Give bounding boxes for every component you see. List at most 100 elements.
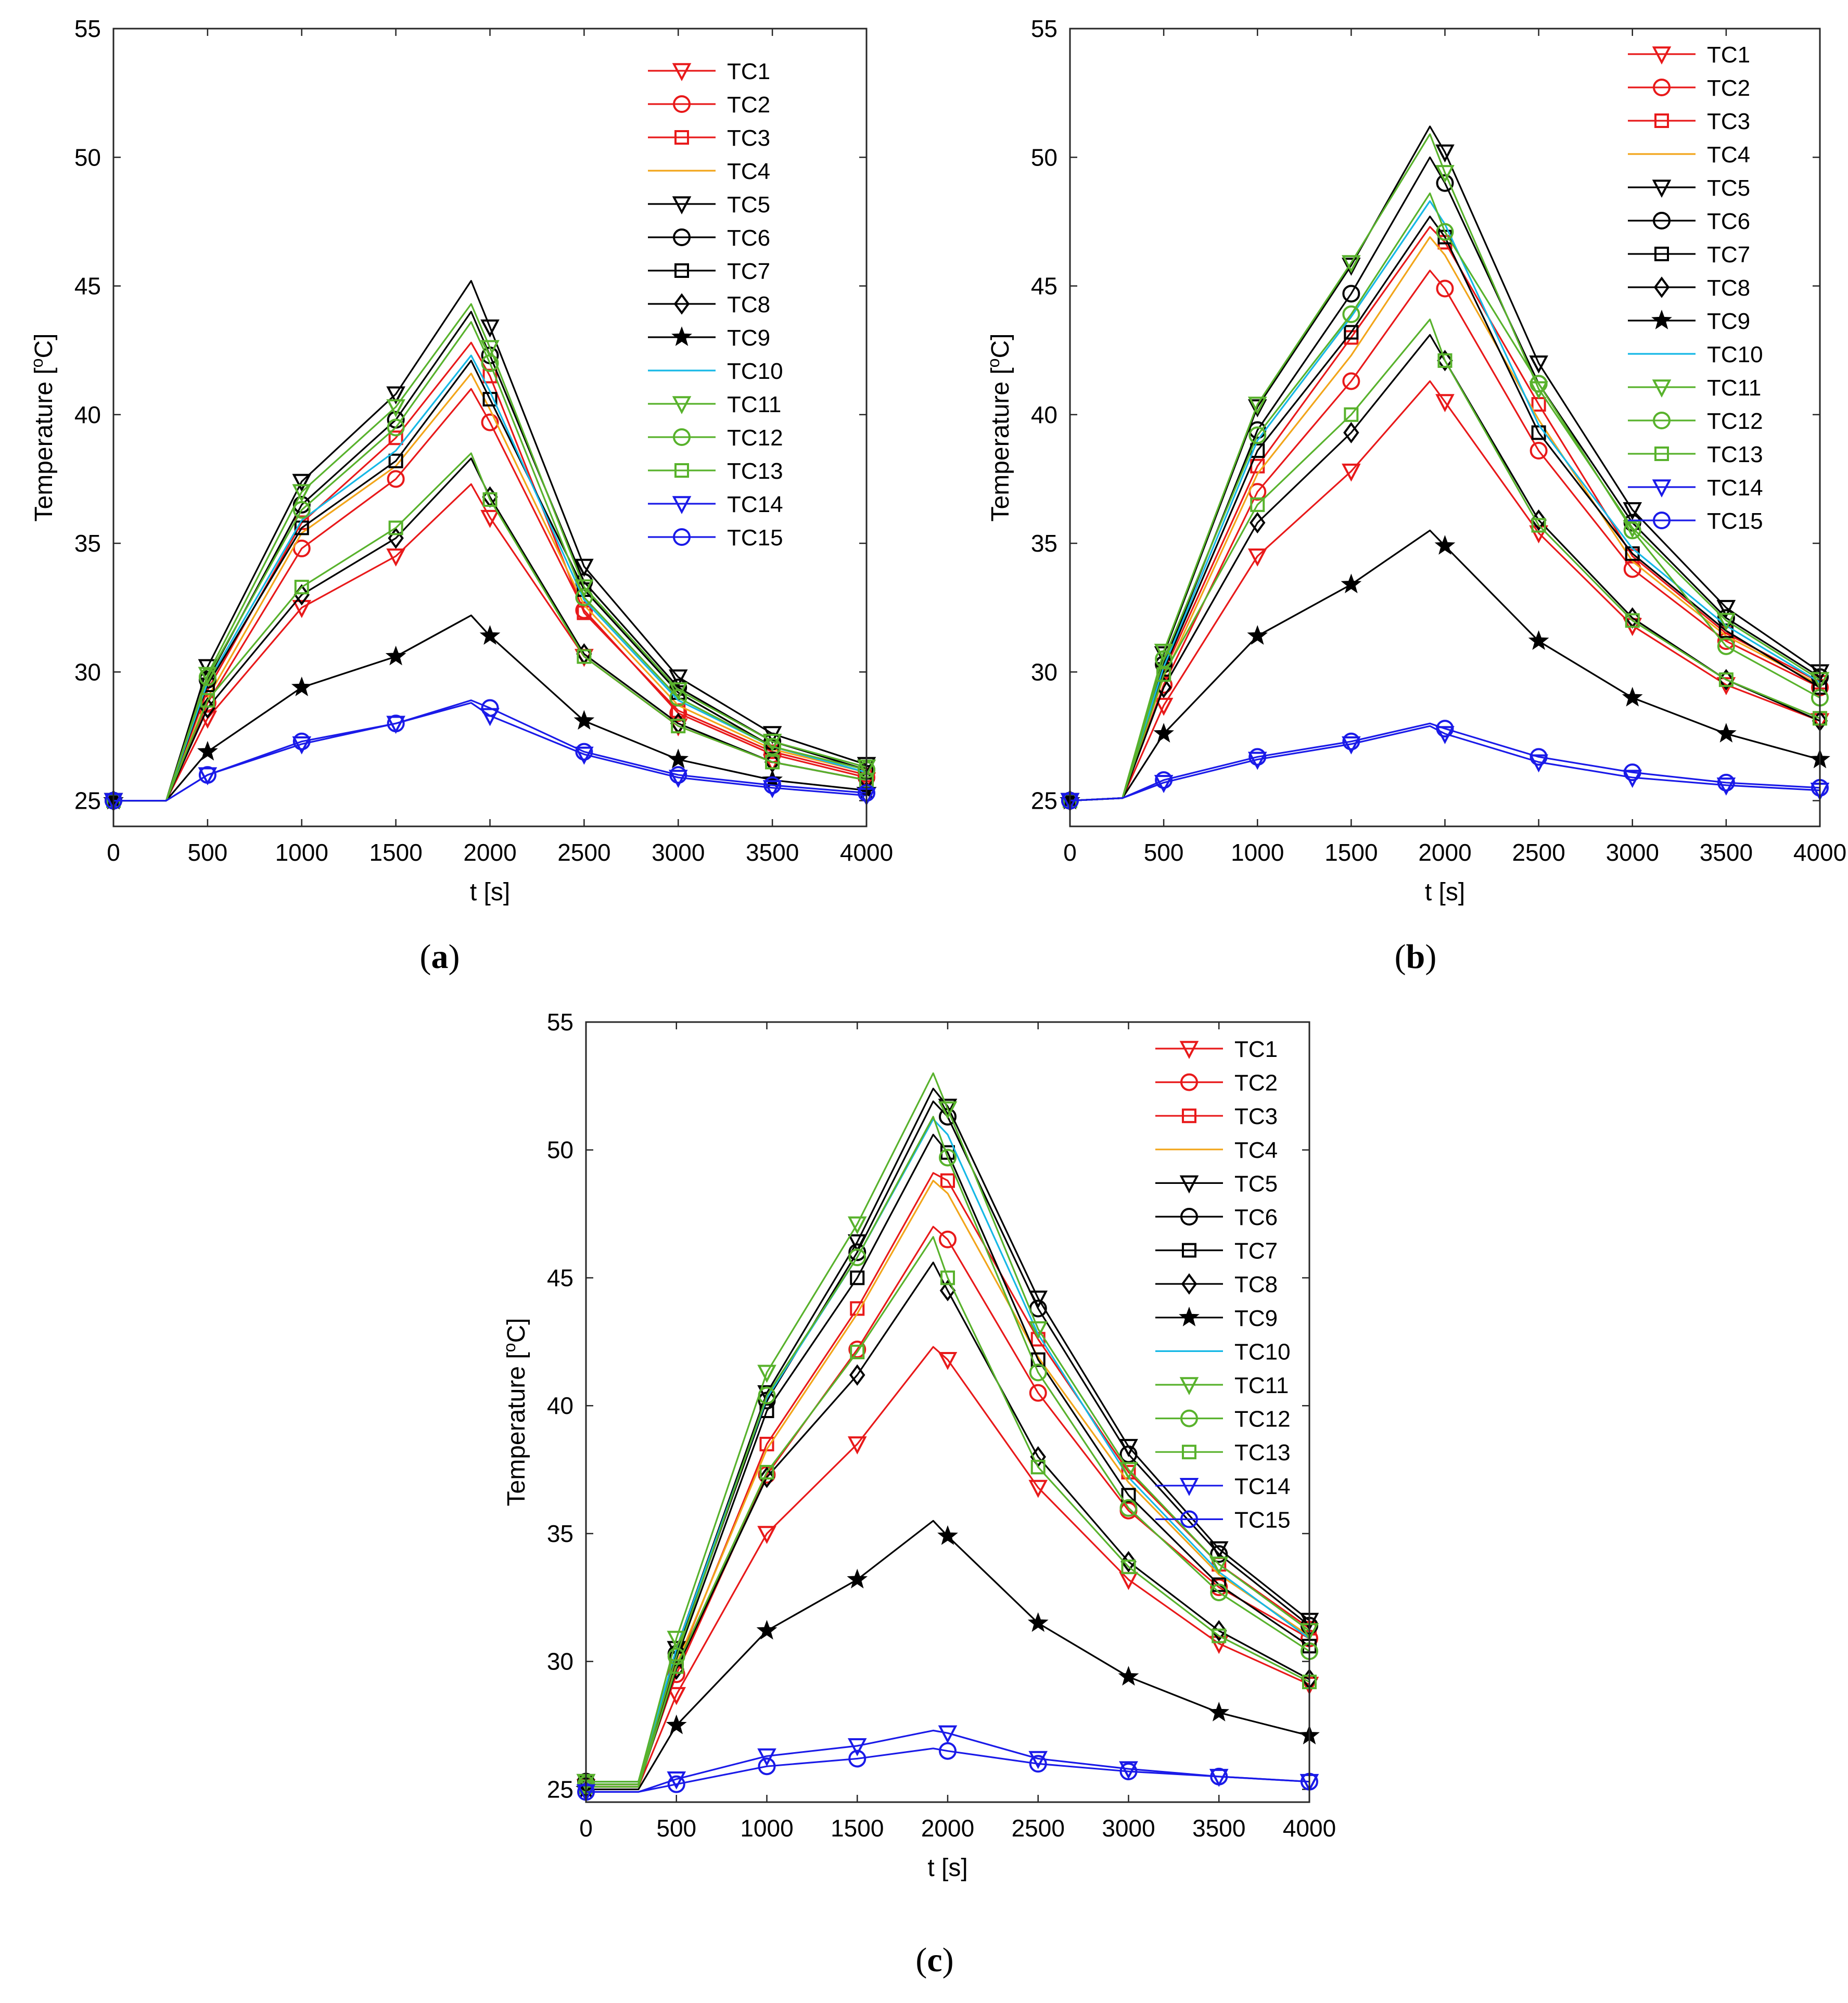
y-tick-label: 35 bbox=[74, 530, 101, 557]
chart-panel-b: 0 500 1000 1500 2000 2500 3000 3500 4000 25 30 35 40… bbox=[984, 15, 1846, 976]
data-point-tc12 bbox=[848, 1248, 866, 1267]
data-point-tc9 bbox=[573, 710, 595, 730]
data-point-tc1 bbox=[847, 1436, 867, 1455]
data-point-tc2 bbox=[387, 470, 405, 488]
data-point-tc7 bbox=[1121, 1488, 1136, 1503]
data-point-tc15 bbox=[669, 766, 687, 784]
chart-panel-a: 0 500 1000 1500 2000 2500 3000 3500 4000 25 30 35 40… bbox=[28, 15, 893, 976]
x-tick-label: 0 bbox=[579, 1815, 593, 1842]
data-point-tc2 bbox=[939, 1230, 957, 1248]
data-point-tc14 bbox=[847, 1738, 867, 1756]
series-line-tc12 bbox=[586, 1116, 1310, 1785]
legend-label-tc3: TC3 bbox=[1707, 109, 1750, 134]
legend-label-tc12: TC12 bbox=[1707, 409, 1763, 434]
data-point-tc1 bbox=[480, 509, 500, 528]
x-tick-label: 1500 bbox=[831, 1815, 884, 1842]
plot-frame bbox=[112, 28, 868, 827]
data-point-tc9 bbox=[756, 1619, 778, 1640]
data-point-tc15 bbox=[1623, 763, 1641, 782]
legend-marker-tc15 bbox=[1180, 1510, 1198, 1528]
data-point-tc15 bbox=[763, 776, 782, 794]
data-point-tc9 bbox=[1153, 723, 1174, 743]
data-point-tc13 bbox=[388, 520, 403, 535]
data-point-tc2 bbox=[292, 539, 311, 557]
legend-marker-tc9 bbox=[1651, 310, 1672, 329]
y-axis-label-text: Temperature [ bbox=[987, 367, 1014, 521]
data-point-tc9 bbox=[1341, 573, 1362, 594]
legend-label-tc15: TC15 bbox=[1234, 1507, 1291, 1533]
legend-label-tc11: TC11 bbox=[1707, 375, 1761, 401]
data-point-tc8 bbox=[1211, 1620, 1227, 1642]
data-point-tc12 bbox=[758, 1386, 776, 1405]
legend-label-tc15: TC15 bbox=[727, 525, 783, 551]
data-point-tc12 bbox=[1210, 1583, 1228, 1601]
legend-label-tc5: TC5 bbox=[1234, 1171, 1278, 1196]
y-axis-label-text: Temperature [ bbox=[503, 1352, 530, 1506]
series-line-tc13 bbox=[113, 452, 867, 802]
x-tick-label: 3500 bbox=[746, 839, 799, 866]
y-axis-label-unit: C] bbox=[987, 334, 1014, 359]
data-point-tc13 bbox=[940, 1270, 955, 1285]
data-point-tc5 bbox=[1342, 258, 1361, 276]
legend-marker-tc3 bbox=[674, 130, 689, 145]
x-tick-label: 4000 bbox=[1793, 839, 1846, 866]
data-point-tc5 bbox=[1623, 502, 1642, 520]
data-point-tc2 bbox=[1530, 442, 1548, 460]
data-point-tc9 bbox=[1027, 1612, 1049, 1632]
series-line-tc14 bbox=[586, 1729, 1310, 1793]
data-point-tc1 bbox=[667, 1687, 686, 1705]
legend-marker-tc3 bbox=[1654, 113, 1669, 128]
legend-label-tc4: TC4 bbox=[1234, 1138, 1278, 1163]
chart-panel-c: 0 500 1000 1500 2000 2500 3000 3500 4000 25 30 35 40… bbox=[500, 1009, 1336, 1979]
legend-label-tc14: TC14 bbox=[1234, 1474, 1291, 1499]
legend-label-tc2: TC2 bbox=[727, 92, 770, 118]
data-point-tc3 bbox=[940, 1173, 955, 1188]
data-point-tc11 bbox=[757, 1364, 776, 1383]
data-point-tc15 bbox=[387, 715, 405, 733]
panel-label-letter: c bbox=[927, 1941, 942, 1979]
series-line-tc3 bbox=[113, 341, 867, 802]
legend-marker-tc5 bbox=[1179, 1175, 1199, 1194]
data-point-tc9 bbox=[937, 1525, 958, 1545]
legend-label-tc10: TC10 bbox=[1234, 1339, 1291, 1364]
legend-label-tc3: TC3 bbox=[1234, 1104, 1278, 1129]
data-point-tc12 bbox=[763, 737, 782, 756]
data-point-tc12 bbox=[669, 688, 687, 707]
data-point-tc8 bbox=[1155, 677, 1172, 698]
data-point-tc12 bbox=[198, 668, 216, 686]
data-point-tc9 bbox=[666, 1714, 687, 1734]
legend-marker-tc2 bbox=[1653, 79, 1671, 96]
x-tick-label: 3000 bbox=[652, 839, 705, 866]
data-point-tc11 bbox=[847, 1216, 867, 1235]
legend-marker-tc1 bbox=[672, 63, 692, 82]
series-line-tc11 bbox=[1069, 133, 1820, 802]
y-tick-label: 30 bbox=[74, 658, 101, 685]
data-point-tc13 bbox=[200, 693, 215, 708]
series-line-tc9 bbox=[113, 614, 867, 802]
x-tick-label: 500 bbox=[188, 839, 228, 866]
data-point-tc9 bbox=[479, 625, 501, 645]
legend-marker-tc11 bbox=[1179, 1377, 1199, 1396]
series-line-tc9 bbox=[1069, 529, 1820, 802]
series-line-tc15 bbox=[586, 1747, 1310, 1793]
legend-label-tc6: TC6 bbox=[727, 225, 770, 251]
data-point-tc9 bbox=[1622, 686, 1643, 707]
legend-marker-tc6 bbox=[1180, 1208, 1198, 1226]
data-point-tc5 bbox=[1529, 355, 1548, 374]
data-point-tc14 bbox=[762, 780, 782, 798]
data-point-tc12 bbox=[1717, 637, 1735, 655]
data-point-tc13 bbox=[1212, 1628, 1227, 1643]
legend-marker-tc12 bbox=[1653, 412, 1671, 429]
series-line-tc8 bbox=[113, 457, 867, 802]
data-point-tc5 bbox=[1435, 144, 1455, 163]
x-axis-label: t [s] bbox=[1425, 878, 1465, 906]
x-tick-label: 2000 bbox=[463, 839, 516, 866]
data-point-tc5 bbox=[575, 558, 594, 577]
data-point-tc7 bbox=[388, 453, 403, 468]
series-line-tc8 bbox=[1069, 334, 1820, 802]
data-point-tc11 bbox=[1342, 255, 1361, 274]
x-tick-label: 4000 bbox=[840, 839, 893, 866]
panel-label-open: ( bbox=[915, 1941, 927, 1979]
data-point-tc5 bbox=[386, 386, 405, 405]
data-point-tc13 bbox=[669, 1659, 684, 1674]
